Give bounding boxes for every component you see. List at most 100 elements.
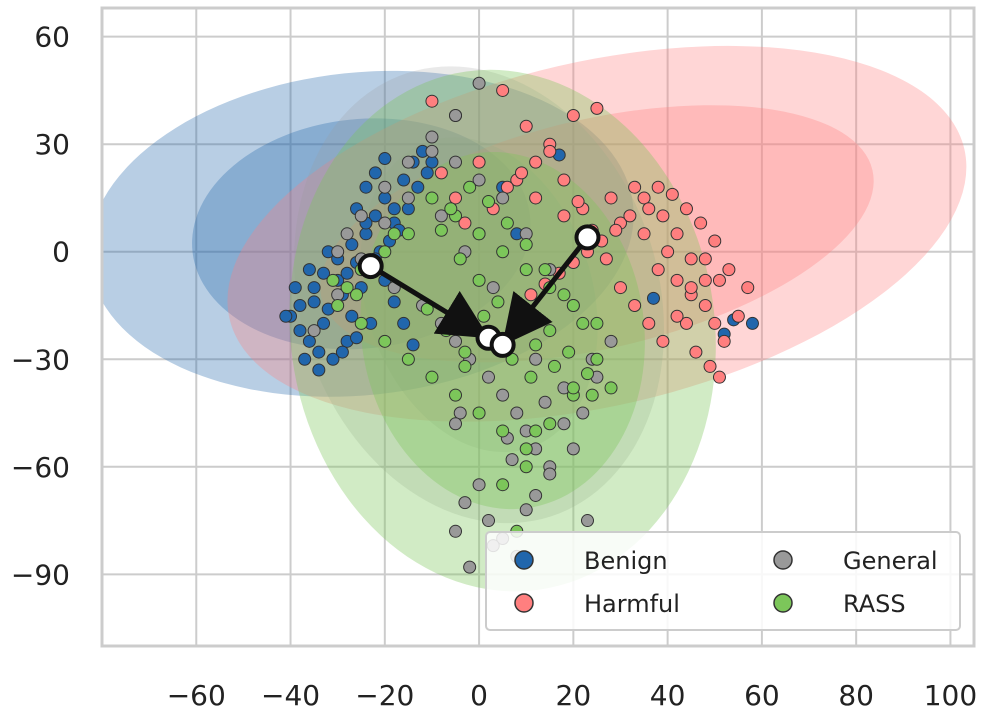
harmful-point [656,334,670,348]
benign-point [359,227,373,241]
rass-point [529,338,543,352]
rass-point [463,180,477,194]
harmful-point [458,216,472,230]
rass-point [453,252,467,266]
harmful-point [712,370,726,384]
harmful-point [529,155,543,169]
rass-point [562,345,576,359]
harmful-centroid [574,224,601,251]
benign-point [368,209,382,223]
general-point [519,227,533,241]
general-point [425,130,439,144]
harmful-point [741,281,755,295]
rass-point [585,388,599,402]
harmful-point [599,252,613,266]
rass-point [590,316,604,330]
harmful-point [609,223,623,237]
harmful-point [661,245,675,259]
legend-label-rass: RASS [843,590,906,618]
harmful-point [500,180,514,194]
harmful-point [637,227,651,241]
harmful-point [679,316,693,330]
general-point [543,467,557,481]
rass-point [378,245,392,259]
benign-point [302,263,316,277]
rass-point [472,273,486,287]
rass-point [576,316,590,330]
benign-point [307,281,321,295]
x-tick-label: −60 [167,679,226,712]
benign-point [293,298,307,312]
harmful-point [712,273,726,287]
benign-point [317,316,331,330]
harmful-point [684,252,698,266]
harmful-point [524,288,538,302]
harmful-point [722,263,736,277]
general-point [472,478,486,492]
general-point [557,417,571,431]
rass-point [449,388,463,402]
benign-point [397,316,411,330]
benign-point [335,345,349,359]
benign-point [368,166,382,180]
x-tick-label: −20 [355,679,414,712]
rass-point [477,309,491,323]
harmful-point [684,281,698,295]
rass-point [519,238,533,252]
harmful-point [689,345,703,359]
harmful-point [434,166,448,180]
x-tick-label: 60 [744,679,780,712]
general-point [510,406,524,420]
harmful-point [642,316,656,330]
rass-point [547,359,561,373]
general-point [604,334,618,348]
general-point [576,406,590,420]
benign-point [411,180,425,194]
benign-point [317,266,331,280]
harmful-point [698,273,712,287]
general-point [340,227,354,241]
benign-point [340,266,354,280]
rass-point [529,424,543,438]
benign-point [378,191,392,205]
legend-label-harmful: Harmful [584,590,680,618]
x-tick-label: 100 [924,679,977,712]
centroids [357,224,601,358]
benign-point [326,352,340,366]
benign-point [646,291,660,305]
general-point [449,109,463,123]
general-point [453,406,467,420]
benign-point [312,345,326,359]
legend-label-general: General [843,547,938,575]
harmful-point [694,216,708,230]
general-point [401,191,415,205]
harmful-point [665,187,679,201]
general-point [580,514,594,528]
harmful-point [670,309,684,323]
rass-point [519,460,533,474]
y-tick-label: 0 [52,236,70,269]
harmful-point [642,202,656,216]
benign-point [406,338,420,352]
harmful-point [651,180,665,194]
harmful-point [708,234,722,248]
general-point [472,173,486,187]
y-tick-label: 30 [34,128,70,161]
harmful-point [543,144,557,158]
general-point [505,453,519,467]
plot-frame [100,6,976,648]
general-point [472,76,486,90]
benign-point [425,155,439,169]
benign-point [302,334,316,348]
y-tick-label: −90 [11,558,70,591]
legend-marker-benign [514,550,534,570]
legend-box [485,531,961,631]
rass-point [543,324,557,338]
rass-point [401,352,415,366]
harmful-point [566,109,580,123]
general-point [496,191,510,205]
benign-point [279,309,293,323]
rass-point [496,478,510,492]
general-point [486,281,500,295]
